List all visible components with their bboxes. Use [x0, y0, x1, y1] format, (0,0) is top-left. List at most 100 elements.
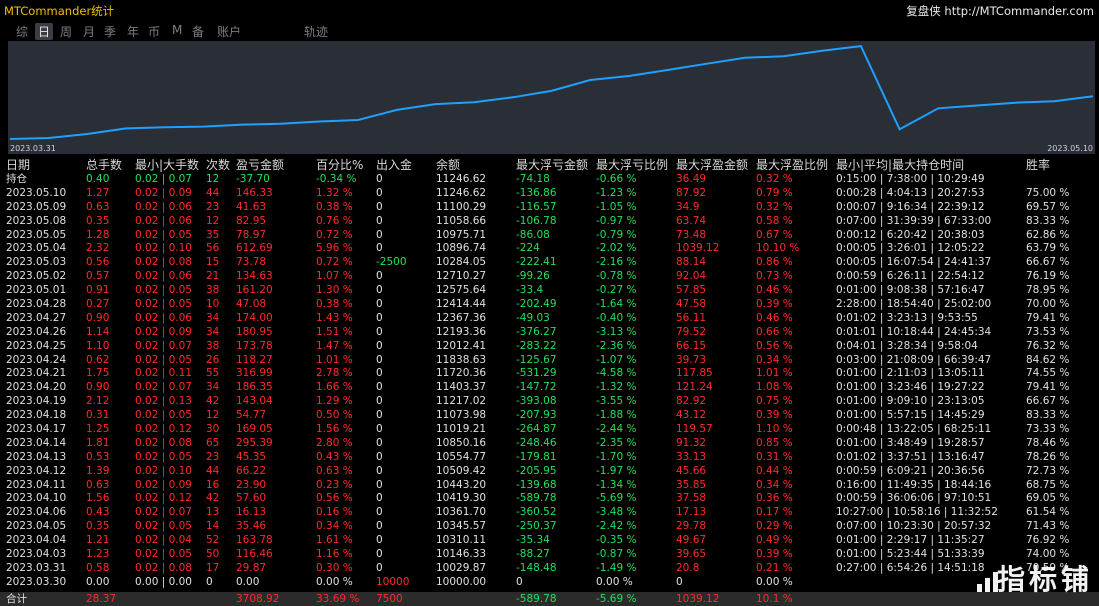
table-row[interactable]: 2023.04.06 0.43 0.02 | 0.07 13 16.13 0.16 % 0 1…	[0, 506, 1099, 520]
table-cell: 42	[206, 395, 220, 408]
table-row[interactable]: 2023.04.21 1.75 0.02 | 0.11 55 316.99 2.78 % 0…	[0, 367, 1099, 381]
table-row[interactable]: 2023.04.26 1.14 0.02 | 0.09 34 180.95 1.51 % 0…	[0, 326, 1099, 340]
tab-3[interactable]: 月	[83, 25, 96, 39]
table-cell: 0.67 %	[756, 228, 793, 241]
table-row[interactable]: 2023.05.02 0.57 0.02 | 0.06 21 134.63 1.07 % 0…	[0, 270, 1099, 284]
table-row[interactable]: 2023.05.04 2.32 0.02 | 0.10 56 612.69 5.96 % 0…	[0, 242, 1099, 256]
table-row[interactable]: 2023.03.30 0.00 0.00 | 0.00 0 0.00 0.00 % 1000…	[0, 576, 1099, 590]
table-cell: 2.12	[86, 395, 110, 408]
table-cell: 11217.02	[436, 395, 487, 408]
table-row[interactable]: 2023.05.03 0.56 0.02 | 0.08 15 73.78 0.72 % -2…	[0, 256, 1099, 270]
tab-7[interactable]: M	[172, 23, 183, 37]
table-row[interactable]: 2023.05.09 0.63 0.02 | 0.06 23 41.63 0.38 % 0 1…	[0, 201, 1099, 215]
table-cell: 49.67	[676, 534, 707, 547]
brand-name: 复盘侠	[906, 4, 941, 18]
table-cell: 0.38 %	[316, 200, 353, 213]
period-tabs: 综日周月季年币 M 备账户 轨迹	[0, 21, 1099, 41]
table-cell: 0.36 %	[756, 492, 793, 505]
table-cell: 66.67 %	[1026, 395, 1070, 408]
table-row[interactable]: 2023.04.11 0.63 0.02 | 0.09 16 23.90 0.23 % 0 1…	[0, 479, 1099, 493]
table-cell: -0.35 %	[596, 534, 637, 547]
tab-0[interactable]: 综	[16, 25, 29, 39]
table-cell: 0.73 %	[756, 270, 793, 283]
table-row[interactable]: 持仓 0.40 0.02 | 0.07 12 -37.70 -0.34 % 0 11246.6…	[0, 173, 1099, 187]
tab-4[interactable]: 季	[104, 25, 117, 39]
table-cell: 2.78 %	[316, 367, 353, 380]
table-cell: 56.11	[676, 311, 707, 324]
table-cell: 57.85	[676, 284, 707, 297]
table-cell: 0.56 %	[316, 492, 353, 505]
table-row[interactable]: 2023.04.05 0.35 0.02 | 0.05 14 35.46 0.34 % 0 1…	[0, 520, 1099, 534]
table-cell: 0:15:00 | 7:38:00 | 10:29:49	[836, 173, 985, 185]
table-cell: 76.32 %	[1026, 339, 1070, 352]
table-row[interactable]: 2023.04.13 0.53 0.02 | 0.05 23 45.35 0.43 % 0 1…	[0, 451, 1099, 465]
table-cell: 0.90	[86, 311, 110, 324]
table-cell: 0	[376, 395, 383, 408]
table-row[interactable]: 2023.05.10 1.27 0.02 | 0.09 44 146.33 1.32 % 0…	[0, 187, 1099, 201]
tab-8[interactable]: 备	[192, 25, 205, 39]
table-cell: -179.81	[516, 450, 557, 463]
table-cell: 0.02 | 0.06	[135, 270, 192, 283]
table-cell: 1.43 %	[316, 311, 353, 324]
brand-url[interactable]: http://MTCommander.com	[944, 4, 1094, 18]
table-row[interactable]: 2023.03.31 0.58 0.02 | 0.08 17 29.87 0.30 % 0 1…	[0, 562, 1099, 576]
table-cell: 84.62 %	[1026, 353, 1070, 366]
table-row[interactable]: 2023.05.08 0.35 0.02 | 0.06 12 82.95 0.76 % 0 1…	[0, 215, 1099, 229]
table-cell: 0.62	[86, 353, 110, 366]
table-cell: -88.27	[516, 548, 550, 561]
table-cell: -2.02 %	[596, 242, 637, 255]
table-row[interactable]: 2023.04.12 1.39 0.02 | 0.10 44 66.22 0.63 % 0 1…	[0, 465, 1099, 479]
table-cell: 0.31	[86, 409, 110, 422]
table-row[interactable]: 2023.04.04 1.21 0.02 | 0.04 52 163.78 1.61 % 0…	[0, 534, 1099, 548]
table-row[interactable]: 2023.04.27 0.90 0.02 | 0.06 34 174.00 1.43 % 0…	[0, 312, 1099, 326]
table-cell: 11100.29	[436, 200, 487, 213]
table-cell: -106.78	[516, 214, 557, 227]
table-cell: 143.04	[236, 395, 273, 408]
watermark: 指标铺	[996, 563, 1093, 596]
table-cell: 39.65	[676, 548, 707, 561]
app-title: MTCommander统计	[4, 4, 115, 18]
table-row[interactable]: 2023.04.18 0.31 0.02 | 0.05 12 54.77 0.50 % 0 1…	[0, 409, 1099, 423]
table-cell: 0	[376, 520, 383, 533]
tab-6[interactable]: 币	[148, 25, 161, 39]
table-cell: 0.02 | 0.05	[135, 450, 192, 463]
table-row[interactable]: 2023.04.10 1.56 0.02 | 0.12 42 57.60 0.56 % 0 1…	[0, 492, 1099, 506]
table-row[interactable]: 2023.05.05 1.28 0.02 | 0.05 35 78.97 0.72 % 0 1…	[0, 229, 1099, 243]
table-cell: -3.48 %	[596, 506, 637, 519]
table-cell: 0.21 %	[756, 561, 793, 574]
table-row[interactable]: 2023.04.25 1.10 0.02 | 0.07 38 173.78 1.47 % 0…	[0, 340, 1099, 354]
tab-10[interactable]: 轨迹	[304, 25, 329, 39]
table-row[interactable]: 2023.04.03 1.23 0.02 | 0.05 50 116.46 1.16 % 0…	[0, 548, 1099, 562]
tab-9[interactable]: 账户	[217, 25, 242, 39]
table-cell: -222.41	[516, 256, 557, 269]
table-cell: 37.58	[676, 492, 707, 505]
table-cell: 3708.92	[236, 593, 280, 605]
table-cell: 33.69 %	[316, 593, 360, 605]
table-row[interactable]: 2023.04.28 0.27 0.02 | 0.05 10 47.08 0.38 % 0 1…	[0, 298, 1099, 312]
table-cell: 1.28	[86, 228, 110, 241]
table-cell: 0.39 %	[756, 548, 793, 561]
table-cell: 2023.03.31	[6, 561, 67, 574]
table-cell: 0.53	[86, 450, 110, 463]
table-cell: 12193.36	[436, 325, 487, 338]
table-cell: 34	[206, 325, 220, 338]
table-cell: 1.21	[86, 534, 110, 547]
table-row[interactable]: 2023.05.01 0.91 0.02 | 0.05 38 161.20 1.30 % 0…	[0, 284, 1099, 298]
table-row[interactable]: 2023.04.24 0.62 0.02 | 0.05 26 118.27 1.01 % 0…	[0, 354, 1099, 368]
brand[interactable]: 复盘侠 http://MTCommander.com	[906, 3, 1094, 19]
table-cell: 20.8	[676, 561, 700, 574]
tab-2[interactable]: 周	[60, 25, 73, 39]
table-cell: 1.01 %	[316, 353, 353, 366]
tab-5[interactable]: 年	[127, 25, 140, 39]
table-cell: 0	[376, 561, 383, 574]
x-start-label: 2023.03.31	[10, 144, 56, 153]
table-row[interactable]: 2023.04.14 1.81 0.02 | 0.08 65 295.39 2.80 % 0…	[0, 437, 1099, 451]
table-cell: 119.57	[676, 423, 713, 436]
table-row[interactable]: 2023.04.19 2.12 0.02 | 0.13 42 143.04 1.29 % 0…	[0, 395, 1099, 409]
table-cell: -0.79 %	[596, 228, 637, 241]
table-row[interactable]: 2023.04.17 1.25 0.02 | 0.12 30 169.05 1.56 % 0…	[0, 423, 1099, 437]
tab-1[interactable]: 日	[35, 23, 54, 40]
table-cell: -3.55 %	[596, 395, 637, 408]
table-row[interactable]: 2023.04.20 0.90 0.02 | 0.07 34 186.35 1.66 % 0…	[0, 381, 1099, 395]
table-cell: 2023.05.10	[6, 186, 67, 199]
